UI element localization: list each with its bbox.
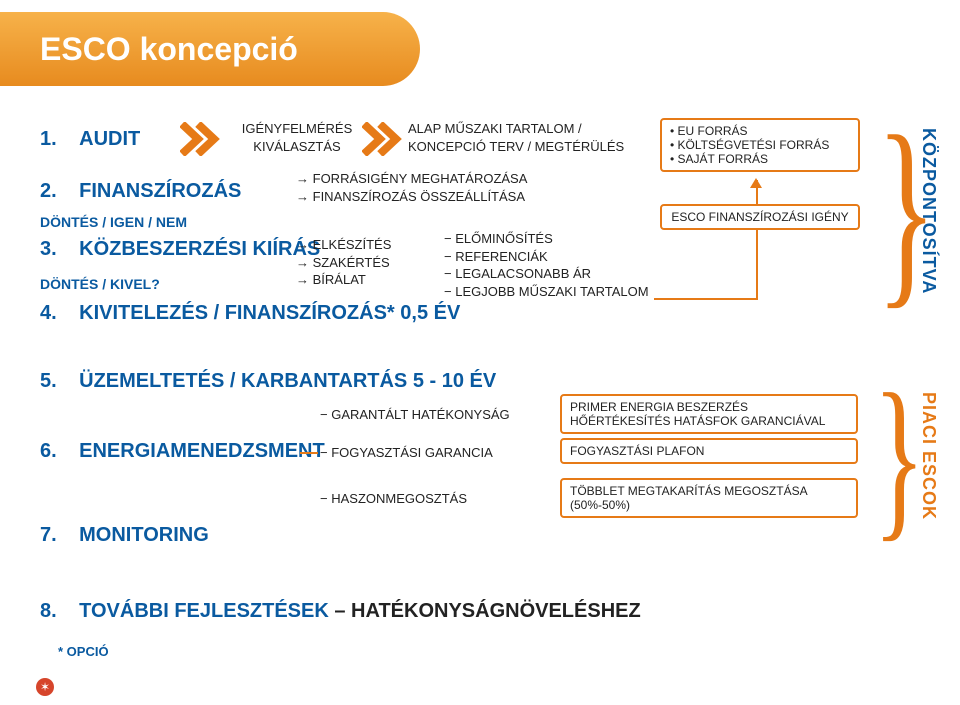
mid-box-1-l1: PRIMER ENERGIA BESZERZÉS — [570, 400, 848, 414]
col2-bot: ELKÉSZÍTÉS SZAKÉRTÉS BÍRÁLAT — [296, 236, 436, 289]
vlabel-top: KÖZPONTOSÍTVA — [918, 128, 939, 294]
step-1-label: AUDIT — [79, 128, 140, 150]
step-1-num: 1. — [40, 128, 57, 150]
col2-mid-l1: FORRÁSIGÉNY MEGHATÁROZÁSA — [296, 170, 546, 188]
mid-box-3: TÖBBLET MEGTAKARÍTÁS MEGOSZTÁSA (50%-50%… — [560, 478, 858, 518]
mid-dash-l3-text: HASZONMEGOSZTÁS — [320, 490, 550, 508]
col3-bot-l3: LEGALACSONABB ÁR — [444, 265, 674, 283]
step-7: 7. MONITORING — [40, 524, 209, 547]
step-8: 8. TOVÁBBI FEJLESZTÉSEK – HATÉKONYSÁGNÖV… — [40, 600, 641, 623]
col2-top-l1: ALAP MŰSZAKI TARTALOM / — [408, 120, 648, 138]
step-4-label: KIVITELEZÉS / FINANSZÍROZÁS* 0,5 ÉV — [79, 302, 460, 324]
step-6-label: ENERGIAMENEDZSMENT — [79, 440, 325, 462]
step-8-label-blue: TOVÁBBI FEJLESZTÉSEK — [79, 600, 329, 622]
step-2-num: 2. — [40, 180, 57, 202]
mid-box-1-l2: HŐÉRTÉKESÍTÉS HATÁSFOK GARANCIÁVAL — [570, 414, 848, 428]
step-2: 2. FINANSZÍROZÁS — [40, 180, 241, 203]
step-2-label: FINANSZÍROZÁS — [79, 180, 241, 202]
col3-bot-l1: ELŐMINŐSÍTÉS — [444, 230, 674, 248]
sources-box: EU FORRÁS KÖLTSÉGVETÉSI FORRÁS SAJÁT FOR… — [660, 118, 860, 172]
step-4-num: 4. — [40, 302, 57, 324]
col2-top: ALAP MŰSZAKI TARTALOM / KONCEPCIÓ TERV /… — [408, 120, 648, 155]
mid-dash-l1: GARANTÁLT HATÉKONYSÁG — [320, 406, 550, 424]
chevron-icon — [362, 122, 406, 156]
step-1: 1. AUDIT — [40, 128, 140, 151]
step-3-note: DÖNTÉS / KIVEL? — [40, 276, 160, 292]
col3-bot-l2: REFERENCIÁK — [444, 248, 674, 266]
esco-box: ESCO FINANSZÍROZÁSI IGÉNY — [660, 204, 860, 230]
step-4: 4. KIVITELEZÉS / FINANSZÍROZÁS* 0,5 ÉV — [40, 302, 460, 325]
col1-top: IGÉNYFELMÉRÉS KIVÁLASZTÁS — [232, 120, 362, 155]
col1-top-l2: KIVÁLASZTÁS — [232, 138, 362, 156]
footer-logo-icon: ✶ — [36, 678, 54, 696]
sources-l2: KÖLTSÉGVETÉSI FORRÁS — [670, 138, 850, 152]
mid-dash-l3: HASZONMEGOSZTÁS — [320, 490, 550, 508]
step-5: 5. ÜZEMELTETÉS / KARBANTARTÁS 5 - 10 ÉV — [40, 370, 496, 393]
page-title: ESCO koncepció — [40, 31, 298, 68]
mid-box-2: FOGYASZTÁSI PLAFON — [560, 438, 858, 464]
sources-l3: SAJÁT FORRÁS — [670, 152, 850, 166]
step-8-label-black: – HATÉKONYSÁGNÖVELÉSHEZ — [329, 600, 641, 622]
mid-box-2-text: FOGYASZTÁSI PLAFON — [570, 444, 704, 458]
esco-box-text: ESCO FINANSZÍROZÁSI IGÉNY — [671, 210, 848, 224]
step-5-label: ÜZEMELTETÉS / KARBANTARTÁS 5 - 10 ÉV — [79, 370, 496, 392]
step-3: 3. KÖZBESZERZÉSI KIÍRÁS — [40, 238, 320, 261]
step-7-num: 7. — [40, 524, 57, 546]
arrow-up-icon — [750, 178, 762, 188]
opcio-note: * OPCIÓ — [58, 644, 109, 659]
step-6: 6. ENERGIAMENEDZSMENT — [40, 440, 325, 463]
mid-box-1: PRIMER ENERGIA BESZERZÉS HŐÉRTÉKESÍTÉS H… — [560, 394, 858, 434]
chevron-icon — [180, 122, 224, 156]
col2-bot-l3: BÍRÁLAT — [296, 271, 436, 289]
connector-line — [300, 452, 318, 454]
connector-line — [654, 298, 758, 300]
col3-bot: ELŐMINŐSÍTÉS REFERENCIÁK LEGALACSONABB Á… — [444, 230, 674, 300]
step-7-label: MONITORING — [79, 524, 209, 546]
step-3-num: 3. — [40, 238, 57, 260]
col2-bot-l2: SZAKÉRTÉS — [296, 254, 436, 272]
col3-bot-l4: LEGJOBB MŰSZAKI TARTALOM — [444, 283, 674, 301]
title-banner: ESCO koncepció — [0, 12, 420, 86]
step-3-label: KÖZBESZERZÉSI KIÍRÁS — [79, 238, 320, 260]
col2-mid: FORRÁSIGÉNY MEGHATÁROZÁSA FINANSZÍROZÁS … — [296, 170, 546, 205]
mid-dash-l1-text: GARANTÁLT HATÉKONYSÁG — [320, 406, 550, 424]
step-8-num: 8. — [40, 600, 57, 622]
step-2-note: DÖNTÉS / IGEN / NEM — [40, 214, 187, 230]
col2-top-l2: KONCEPCIÓ TERV / MEGTÉRÜLÉS — [408, 138, 648, 156]
col2-bot-l1: ELKÉSZÍTÉS — [296, 236, 436, 254]
step-5-num: 5. — [40, 370, 57, 392]
vlabel-bottom: PIACI ESCOK — [918, 392, 939, 520]
col2-mid-l2: FINANSZÍROZÁS ÖSSZEÁLLÍTÁSA — [296, 188, 546, 206]
mid-box-3-l1: TÖBBLET MEGTAKARÍTÁS MEGOSZTÁSA — [570, 484, 848, 498]
step-6-num: 6. — [40, 440, 57, 462]
mid-box-3-l2: (50%-50%) — [570, 498, 848, 512]
sources-l1: EU FORRÁS — [670, 124, 850, 138]
col1-top-l1: IGÉNYFELMÉRÉS — [232, 120, 362, 138]
connector-line — [756, 230, 758, 300]
mid-dash-l2-text: FOGYASZTÁSI GARANCIA — [320, 444, 550, 462]
mid-dash-l2: FOGYASZTÁSI GARANCIA — [320, 444, 550, 462]
